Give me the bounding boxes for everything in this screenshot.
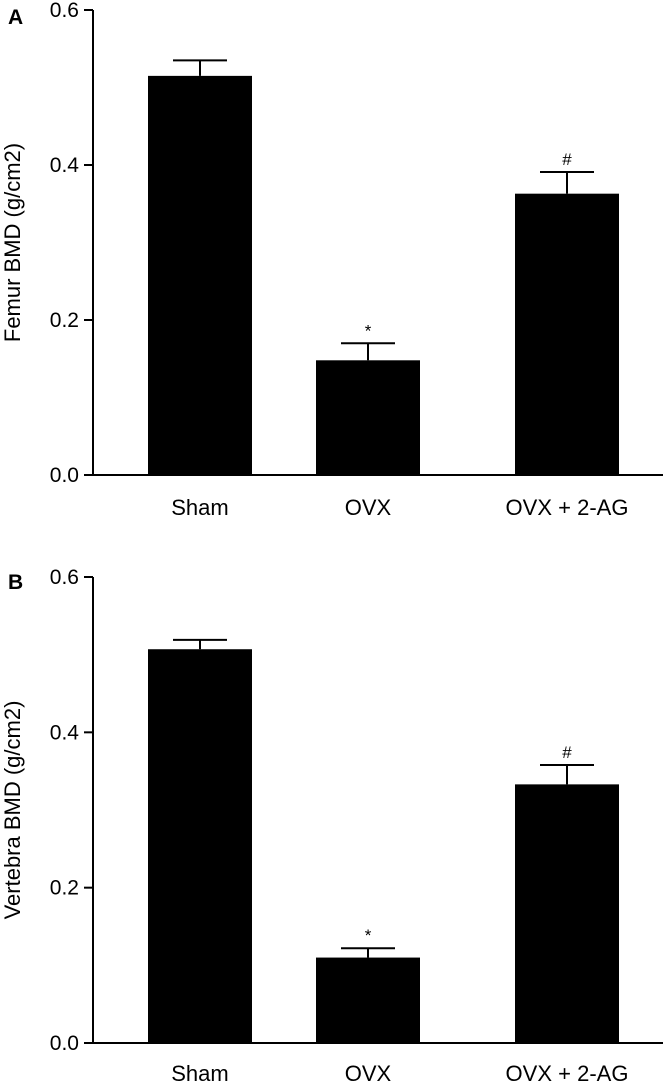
y-axis-title: Vertebra BMD (g/cm2) — [0, 701, 25, 920]
panel-a: A 0.0 0.2 0.4 0.6 Femur BMD (g/cm2) Sham * OVX # O… — [0, 0, 663, 520]
y-tick-label: 0.4 — [50, 721, 80, 744]
bar — [148, 649, 252, 1043]
panel-label: B — [8, 571, 23, 594]
category-label: Sham — [171, 1061, 228, 1083]
significance-marker: # — [562, 150, 572, 169]
category-label: Sham — [171, 495, 228, 520]
y-tick-label: 0.2 — [50, 309, 79, 332]
category-label: OVX + 2-AG — [506, 495, 629, 520]
y-tick-label: 0.4 — [50, 154, 80, 177]
panel-label: A — [8, 6, 23, 29]
significance-marker: * — [365, 926, 372, 945]
bar — [515, 784, 619, 1043]
bar — [316, 360, 420, 475]
y-tick-label: 0.2 — [50, 877, 79, 900]
bar — [515, 193, 619, 476]
significance-marker: * — [365, 321, 372, 340]
category-label: OVX — [345, 1061, 392, 1083]
y-axis-title: Femur BMD (g/cm2) — [0, 143, 25, 342]
y-tick-label: 0.6 — [50, 0, 79, 22]
category-label: OVX — [345, 495, 392, 520]
y-tick-label: 0.0 — [50, 1032, 79, 1055]
bar — [148, 75, 252, 475]
panel-b: B 0.0 0.2 0.4 0.6 Vertebra BMD (g/cm2) Sham * OV… — [0, 566, 663, 1086]
y-tick-label: 0.6 — [50, 566, 79, 589]
significance-marker: # — [562, 743, 572, 762]
category-label: OVX + 2-AG — [506, 1061, 629, 1083]
y-tick-label: 0.0 — [50, 464, 79, 487]
bar — [316, 957, 420, 1043]
